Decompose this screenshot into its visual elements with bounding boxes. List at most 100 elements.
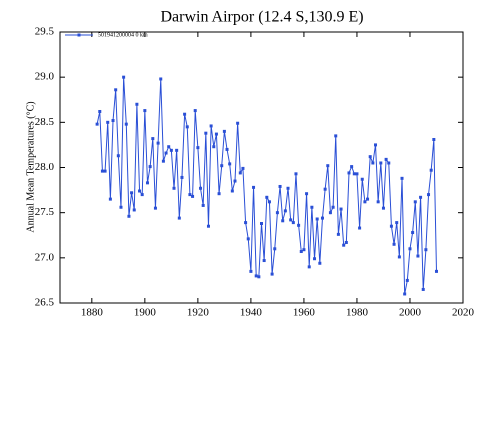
data-point: [122, 75, 126, 79]
data-point: [151, 137, 155, 141]
data-point: [363, 200, 367, 204]
data-point: [339, 207, 343, 211]
x-tick-label: 1920: [187, 307, 210, 319]
data-point: [371, 161, 375, 165]
data-point: [132, 208, 136, 212]
data-point: [233, 179, 237, 183]
data-point: [222, 129, 226, 133]
data-point: [310, 205, 314, 209]
data-point: [159, 77, 163, 81]
data-point: [294, 172, 298, 176]
data-point: [302, 248, 306, 252]
data-point: [429, 168, 433, 172]
data-point: [421, 287, 425, 291]
data-point: [249, 269, 253, 273]
data-point: [220, 164, 224, 168]
y-tick-label: 27.5: [35, 206, 55, 218]
data-point: [143, 109, 147, 113]
data-point: [191, 194, 195, 198]
data-point: [368, 155, 372, 159]
data-point: [124, 122, 128, 126]
data-point: [169, 148, 173, 152]
data-point: [387, 161, 391, 165]
data-point: [175, 148, 179, 152]
data-point: [342, 243, 346, 247]
data-point: [416, 254, 420, 258]
legend-label: 501941200004 0 km: [98, 32, 148, 38]
data-point: [278, 184, 282, 188]
data-point: [344, 240, 348, 244]
data-point: [167, 145, 171, 149]
series-line: [96, 77, 437, 295]
data-point: [228, 162, 232, 166]
y-tick-label: 28.0: [35, 161, 55, 173]
data-point: [381, 206, 385, 210]
data-point: [389, 224, 393, 228]
data-point: [424, 248, 428, 252]
data-point: [217, 192, 221, 196]
data-point: [206, 224, 210, 228]
data-point: [140, 193, 144, 197]
data-point: [267, 200, 271, 204]
x-tick-label: 2000: [399, 307, 422, 319]
data-point: [209, 124, 213, 128]
data-point: [106, 120, 110, 124]
data-point: [262, 259, 266, 263]
y-tick-label: 29.5: [35, 26, 55, 38]
data-point: [315, 217, 319, 221]
data-point: [164, 151, 168, 155]
data-point: [127, 214, 131, 218]
data-point: [395, 221, 399, 225]
data-point: [252, 185, 256, 189]
data-point: [238, 171, 242, 175]
data-point: [291, 221, 295, 225]
data-point: [153, 206, 157, 210]
data-point: [307, 265, 311, 269]
data-point: [358, 226, 362, 230]
x-tick-label: 2020: [452, 307, 475, 319]
data-point: [347, 171, 351, 175]
data-point: [374, 143, 378, 147]
data-point: [244, 221, 248, 225]
data-point: [275, 211, 279, 215]
data-point: [397, 255, 401, 259]
data-point: [230, 189, 234, 193]
data-point: [323, 187, 327, 191]
data-point: [183, 112, 187, 116]
data-point: [199, 186, 203, 190]
data-point: [108, 197, 112, 201]
data-point: [427, 193, 431, 197]
data-point: [260, 222, 263, 226]
data-point: [411, 231, 415, 235]
y-tick-label: 28.5: [35, 116, 55, 128]
data-point: [138, 189, 142, 193]
data-point: [334, 134, 338, 138]
data-point: [286, 186, 290, 190]
data-point: [265, 195, 269, 199]
data-point: [283, 209, 287, 213]
data-point: [366, 197, 370, 201]
data-point: [419, 195, 423, 199]
data-point: [246, 237, 250, 241]
data-point: [193, 109, 197, 113]
data-point: [225, 147, 229, 151]
x-tick-label: 1900: [134, 307, 157, 319]
data-point: [400, 176, 404, 180]
x-tick-label: 1980: [346, 307, 369, 319]
data-point: [434, 269, 438, 273]
data-point: [376, 200, 380, 204]
data-point: [408, 247, 412, 251]
data-point: [350, 165, 354, 169]
data-point: [328, 211, 332, 215]
data-point: [119, 205, 123, 209]
data-point: [355, 172, 359, 176]
data-point: [379, 161, 383, 165]
data-point: [180, 175, 184, 179]
data-point: [188, 193, 192, 197]
x-tick-label: 1940: [240, 307, 263, 319]
data-point: [254, 274, 258, 278]
data-point: [305, 192, 309, 196]
data-point: [352, 172, 356, 176]
data-point: [336, 232, 340, 236]
x-tick-label: 1880: [81, 307, 104, 319]
